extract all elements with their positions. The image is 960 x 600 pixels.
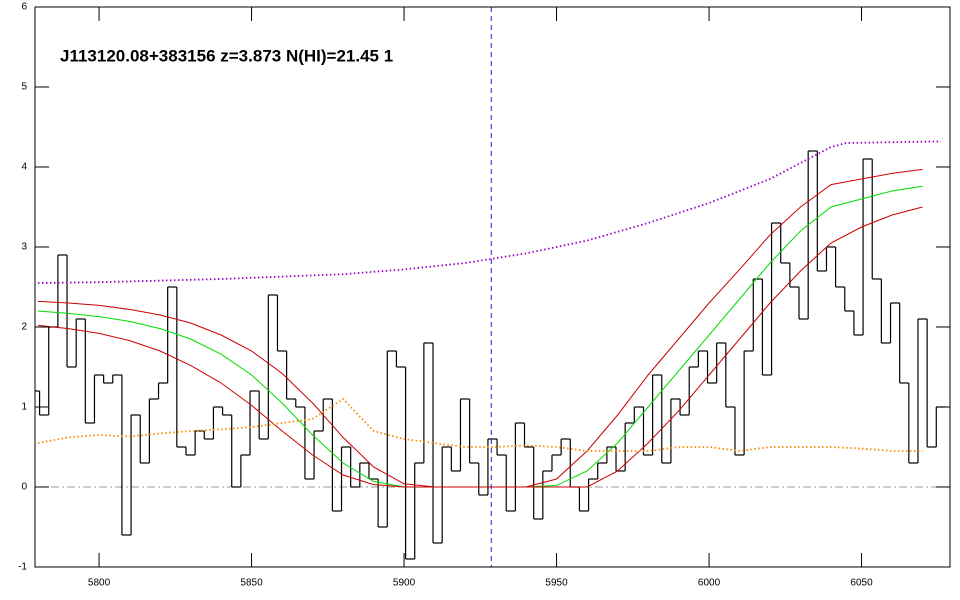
y-tick-label: 3	[21, 242, 27, 253]
y-tick-label: 6	[21, 2, 27, 13]
x-tick-label: 5950	[545, 578, 568, 589]
y-tick-label: 2	[21, 322, 27, 333]
y-tick-label: 5	[21, 82, 27, 93]
y-tick-label: 0	[21, 482, 27, 493]
model-curve	[37, 168, 923, 488]
model-curve	[37, 206, 923, 488]
x-tick-label: 5900	[393, 578, 416, 589]
y-tick-label: 1	[21, 402, 27, 413]
plot-frame	[34, 6, 951, 568]
model-curve	[37, 397, 923, 452]
x-tick-label: 5850	[240, 578, 263, 589]
x-tick-label: 6050	[850, 578, 873, 589]
model-curve	[37, 185, 923, 488]
x-tick-label: 6000	[698, 578, 721, 589]
y-tick-label: 4	[21, 162, 27, 173]
y-tick-label: -1	[18, 562, 27, 573]
chart-title: J113120.08+383156 z=3.873 N(HI)=21.45 1	[60, 46, 393, 65]
x-tick-label: 5800	[88, 578, 111, 589]
model-curve	[37, 140, 941, 284]
